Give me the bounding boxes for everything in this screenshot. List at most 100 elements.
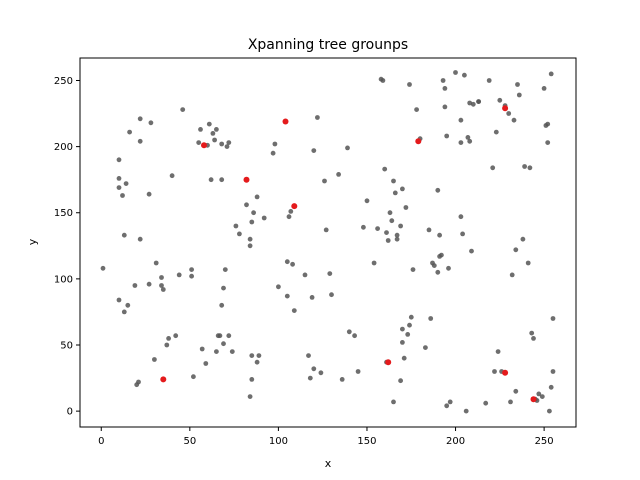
data-point-163 xyxy=(492,369,497,374)
data-point-41 xyxy=(210,131,216,136)
data-point-195 xyxy=(550,316,556,321)
data-point-151 xyxy=(462,72,467,78)
data-point-134 xyxy=(435,187,441,193)
highlight-point-5 xyxy=(385,359,392,366)
x-tick-label: 0 xyxy=(98,436,104,447)
data-point-150 xyxy=(460,231,465,237)
data-point-61 xyxy=(247,236,253,242)
data-point-95 xyxy=(346,329,352,335)
highlight-point-2 xyxy=(243,176,250,183)
data-point-147 xyxy=(458,117,464,123)
data-point-170 xyxy=(508,399,513,405)
data-point-18 xyxy=(146,281,152,287)
data-point-78 xyxy=(290,261,295,267)
data-point-186 xyxy=(539,394,545,399)
data-point-149 xyxy=(458,140,464,146)
data-point-69 xyxy=(256,353,262,358)
data-point-74 xyxy=(284,259,290,265)
data-point-29 xyxy=(176,272,182,278)
data-point-140 xyxy=(442,86,448,91)
data-point-63 xyxy=(249,219,255,225)
data-point-60 xyxy=(247,243,253,249)
data-point-1 xyxy=(116,157,122,163)
data-point-155 xyxy=(467,100,473,106)
data-point-105 xyxy=(384,230,389,236)
data-point-3 xyxy=(116,185,122,191)
data-point-103 xyxy=(380,78,386,83)
data-point-154 xyxy=(467,138,473,144)
data-point-116 xyxy=(398,378,403,384)
data-point-44 xyxy=(214,126,219,132)
data-point-24 xyxy=(160,287,166,292)
data-point-8 xyxy=(123,181,129,187)
x-tick-label: 250 xyxy=(535,436,554,447)
data-point-55 xyxy=(226,333,232,339)
chart-title: Xpanning tree grounps xyxy=(248,37,408,53)
data-point-42 xyxy=(212,137,218,143)
data-point-111 xyxy=(391,178,396,184)
x-tick-label: 100 xyxy=(269,436,288,447)
y-tick-label: 250 xyxy=(54,76,73,87)
data-point-121 xyxy=(403,205,409,210)
data-point-31 xyxy=(189,267,195,272)
highlight-point-8 xyxy=(502,369,509,376)
data-point-92 xyxy=(336,172,341,177)
plot-frame xyxy=(79,57,577,428)
data-point-113 xyxy=(394,232,400,238)
data-point-190 xyxy=(545,140,551,146)
data-point-23 xyxy=(159,283,164,288)
data-point-22 xyxy=(159,275,164,280)
data-point-101 xyxy=(375,226,380,232)
data-point-115 xyxy=(398,223,403,229)
y-tick-label: 0 xyxy=(67,407,73,418)
data-point-123 xyxy=(407,82,412,87)
highlight-point-4 xyxy=(291,203,298,210)
data-point-165 xyxy=(495,349,501,354)
data-point-138 xyxy=(439,252,444,258)
data-point-58 xyxy=(237,231,242,237)
data-point-64 xyxy=(249,377,255,382)
data-point-114 xyxy=(394,236,400,242)
data-point-27 xyxy=(169,173,175,179)
data-point-118 xyxy=(400,326,405,332)
data-point-143 xyxy=(444,403,450,409)
data-point-9 xyxy=(125,302,131,308)
data-point-62 xyxy=(247,394,253,399)
data-point-137 xyxy=(437,232,442,238)
data-point-65 xyxy=(249,353,255,358)
data-point-17 xyxy=(146,191,152,197)
data-point-110 xyxy=(391,399,396,405)
data-point-159 xyxy=(476,99,481,104)
data-point-72 xyxy=(272,141,278,147)
data-point-82 xyxy=(307,375,313,381)
data-point-53 xyxy=(224,144,230,150)
data-point-48 xyxy=(219,141,225,147)
data-point-90 xyxy=(327,271,333,276)
data-point-91 xyxy=(329,292,334,298)
data-point-86 xyxy=(315,115,320,120)
data-point-191 xyxy=(547,408,552,414)
data-point-125 xyxy=(408,314,414,320)
data-point-164 xyxy=(493,129,499,135)
data-point-120 xyxy=(401,355,407,361)
data-point-28 xyxy=(173,333,179,339)
data-point-46 xyxy=(217,333,223,339)
data-point-70 xyxy=(261,215,267,221)
data-point-32 xyxy=(189,273,195,279)
data-point-7 xyxy=(121,309,127,315)
data-point-130 xyxy=(426,227,432,233)
data-point-98 xyxy=(361,224,366,230)
data-point-20 xyxy=(152,357,157,362)
data-point-54 xyxy=(226,140,232,146)
data-point-135 xyxy=(435,269,441,275)
data-point-81 xyxy=(306,353,311,358)
data-point-97 xyxy=(355,369,361,374)
data-point-50 xyxy=(221,285,226,291)
data-point-171 xyxy=(509,272,515,278)
data-point-83 xyxy=(309,295,315,300)
data-point-112 xyxy=(392,190,398,196)
data-point-126 xyxy=(410,267,416,272)
highlight-point-0 xyxy=(160,376,167,383)
